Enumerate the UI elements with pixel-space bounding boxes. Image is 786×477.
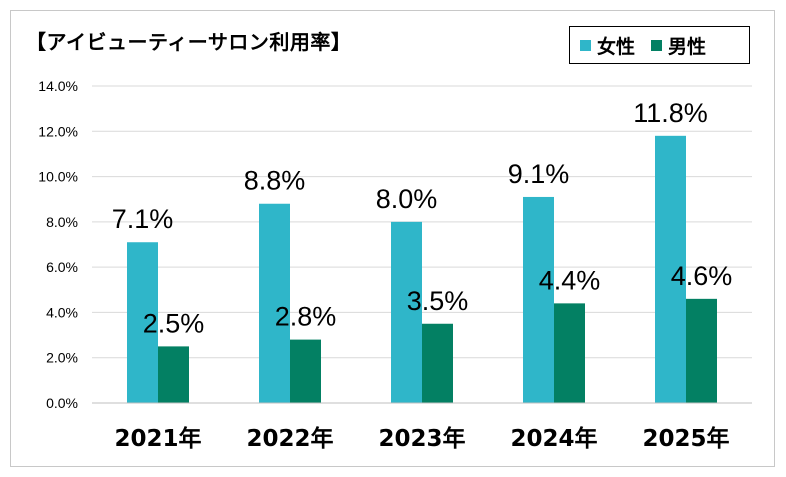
legend-item-male: 男性 bbox=[651, 32, 706, 59]
x-category-label: 2021年 bbox=[114, 425, 201, 452]
data-label-female: 9.1% bbox=[508, 159, 570, 189]
bar-male bbox=[290, 339, 321, 403]
bar-female bbox=[391, 221, 422, 403]
x-category-label: 2022年 bbox=[246, 425, 333, 452]
data-label-female: 8.8% bbox=[244, 166, 306, 196]
legend: 女性 男性 bbox=[569, 26, 750, 64]
x-category-label: 2023年 bbox=[378, 425, 465, 452]
data-label-male: 4.4% bbox=[539, 265, 601, 295]
bar-female bbox=[655, 135, 686, 404]
bar-female bbox=[523, 196, 554, 403]
y-tick-label: 14.0% bbox=[38, 78, 78, 94]
y-tick-label: 4.0% bbox=[46, 304, 78, 320]
data-label-female: 11.8% bbox=[633, 98, 708, 128]
bar-male bbox=[554, 303, 585, 403]
y-tick-label: 6.0% bbox=[46, 259, 78, 275]
legend-label-female: 女性 bbox=[597, 35, 636, 58]
bar-male bbox=[686, 298, 717, 403]
legend-swatch-female bbox=[580, 39, 591, 51]
x-category-label: 2025年 bbox=[642, 425, 729, 452]
y-tick-label: 2.0% bbox=[46, 350, 78, 366]
data-label-male: 2.5% bbox=[143, 308, 205, 338]
data-label-female: 8.0% bbox=[376, 184, 438, 214]
legend-label-male: 男性 bbox=[668, 35, 707, 58]
data-label-male: 3.5% bbox=[407, 286, 469, 316]
data-label-male: 2.8% bbox=[275, 302, 337, 332]
x-category-label: 2024年 bbox=[510, 425, 597, 452]
bar-male bbox=[422, 323, 453, 403]
data-label-male: 4.6% bbox=[671, 261, 733, 291]
legend-item-female: 女性 bbox=[580, 32, 635, 59]
bar-male bbox=[158, 346, 189, 403]
y-tick-label: 10.0% bbox=[38, 169, 78, 185]
y-tick-label: 8.0% bbox=[46, 214, 78, 230]
y-tick-label: 12.0% bbox=[38, 123, 78, 139]
bar-female bbox=[259, 203, 290, 403]
y-tick-label: 0.0% bbox=[46, 395, 78, 411]
data-label-female: 7.1% bbox=[112, 204, 174, 234]
chart-title: 【アイビューティーサロン利用率】 bbox=[26, 30, 352, 54]
legend-swatch-male bbox=[651, 39, 663, 51]
bar-female bbox=[127, 242, 158, 403]
